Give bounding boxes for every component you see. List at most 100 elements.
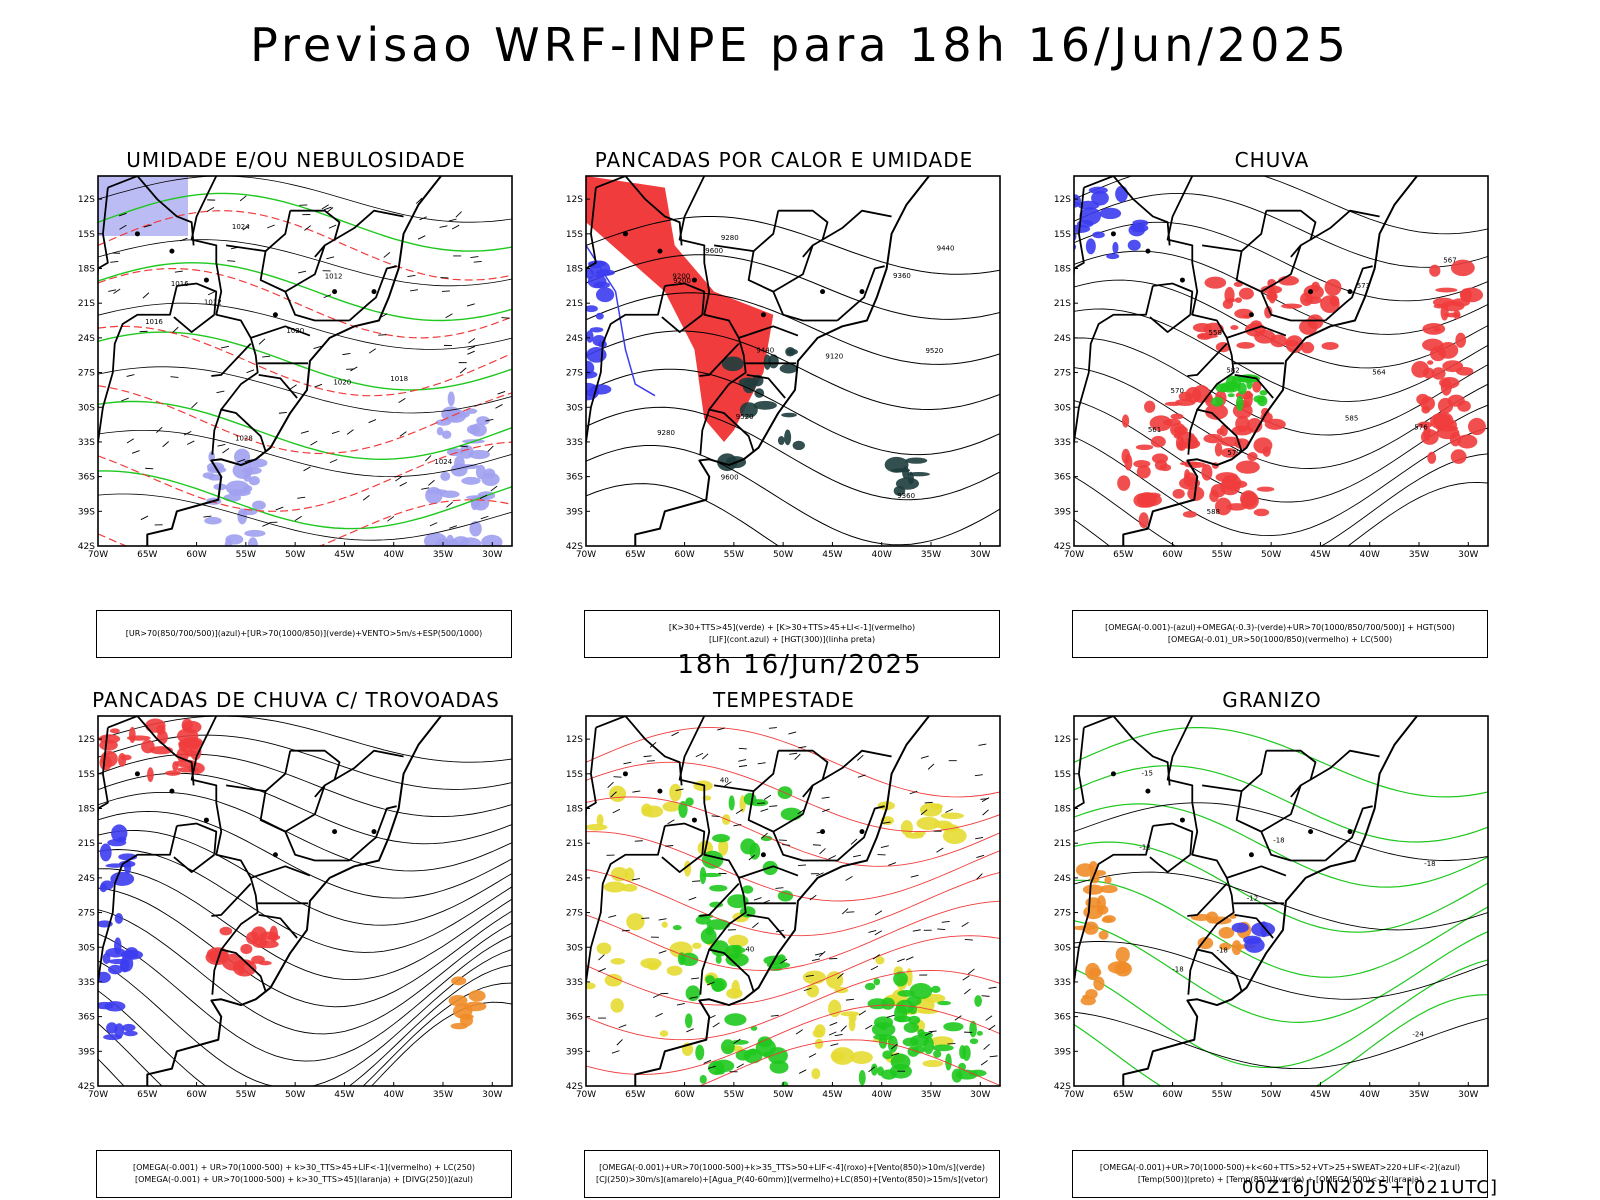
contour-label: -18 [1216, 947, 1227, 955]
rain-area [1121, 448, 1131, 464]
y-tick-label: 30S [566, 943, 583, 953]
lake-marker [371, 829, 377, 835]
lc850-contour [586, 727, 1000, 798]
humidity-high-area [469, 520, 482, 537]
contour-label: 1024 [434, 458, 452, 466]
lif-area [586, 360, 595, 376]
y-tick-label: 36S [1054, 1013, 1071, 1023]
wind-vector [221, 345, 230, 349]
country-border [258, 373, 298, 399]
middle-date: 18h 16/Jun/2025 [677, 650, 923, 680]
wind850-area [672, 925, 682, 931]
rain-area [1204, 403, 1229, 420]
k-tts-area [891, 468, 911, 473]
y-tick-label: 24S [78, 874, 95, 884]
humidity-high-area [466, 424, 481, 435]
jet-area [610, 998, 624, 1013]
rain-area [1260, 412, 1273, 423]
wind-vector [868, 1066, 876, 1073]
coastline [634, 716, 931, 1086]
humidity-high-area [232, 462, 253, 479]
country-border [661, 854, 703, 873]
wind-vector [399, 481, 407, 487]
lake-marker [169, 248, 175, 254]
country-border [836, 265, 885, 322]
lake-marker [134, 231, 140, 237]
wind-vector [733, 1038, 741, 1044]
country-border [714, 210, 780, 253]
wind-vector [368, 419, 377, 424]
wind-vector [676, 1002, 685, 1006]
country-border [211, 949, 223, 995]
wind-vector [769, 805, 778, 807]
country-border [586, 825, 666, 989]
contour-label: 1012 [325, 272, 343, 280]
contour-label: 588 [1207, 508, 1220, 516]
jet-area [718, 838, 729, 856]
rain-area [1204, 276, 1227, 289]
wind-vector [217, 443, 226, 447]
y-tick-label: 15S [78, 770, 95, 780]
rain-area [1260, 285, 1283, 295]
rain-area [1183, 472, 1197, 488]
contour-label: 558 [1209, 329, 1222, 337]
wind-vector [818, 951, 826, 958]
wind-vector [880, 845, 889, 848]
rain-area [1150, 435, 1166, 448]
legend-caption-line: [OMEGA(-0.001) + UR>70(1000-500) + k>30_… [132, 1163, 476, 1172]
jet-area [669, 783, 682, 802]
thickness-contour [98, 325, 512, 397]
wind-vector [834, 1033, 843, 1037]
wind-vector [323, 206, 332, 211]
country-border [98, 727, 109, 810]
wind-vector [789, 752, 798, 755]
omega500-area [1085, 962, 1100, 980]
wind850-area [969, 1038, 979, 1045]
thunderstorm-area [258, 960, 272, 966]
wind-vector [905, 956, 914, 961]
wind-vector [798, 1069, 807, 1074]
divergence-area [104, 1001, 126, 1012]
wind850-area [933, 1050, 942, 1058]
omega-area [1130, 223, 1149, 233]
wind-vector [803, 987, 812, 992]
thunderstorm-area [141, 739, 155, 754]
x-tick-label: 60W [674, 550, 694, 560]
jet-area [905, 968, 913, 987]
divergence-area [118, 860, 136, 868]
wind-vector [858, 1010, 867, 1016]
legend-caption-line: [OMEGA(-0.001)+UR>70(1000-500)+k<60+TTS>… [1099, 1163, 1461, 1172]
wind-vector [794, 753, 801, 761]
divergence-area [108, 958, 130, 965]
wind-vector [809, 894, 817, 901]
k-tts-area [905, 457, 928, 464]
contour-label: 564 [1372, 368, 1386, 376]
wind850-area [955, 1069, 978, 1080]
country-border [211, 409, 223, 455]
wind-vector [874, 930, 882, 936]
temp500-contour [1074, 802, 1488, 861]
jet-area [802, 970, 826, 985]
legend-caption-line: [LIF](cont.azul) + [HGT(300)](linha pret… [708, 635, 876, 644]
omega-area [1112, 241, 1119, 254]
lake-marker [859, 289, 865, 295]
jet-area [603, 881, 627, 893]
y-tick-label: 36S [566, 473, 583, 483]
y-tick-label: 42S [1054, 542, 1071, 552]
k-tts-area [785, 347, 796, 357]
wind-vector [788, 731, 797, 735]
x-tick-label: 70W [1064, 550, 1084, 560]
wind-vector [868, 929, 877, 933]
rain-area [1324, 278, 1342, 296]
pressure-contour [98, 302, 512, 350]
temp850-contour [1074, 994, 1488, 1086]
y-tick-label: 30S [1054, 403, 1071, 413]
rain-area [1427, 360, 1434, 365]
wind-vector [910, 874, 919, 878]
y-tick-label: 12S [566, 735, 583, 745]
y-tick-label: 12S [78, 735, 95, 745]
wind-vector [857, 754, 864, 761]
y-tick-label: 18S [1054, 805, 1071, 815]
x-tick-label: 70W [576, 1090, 596, 1100]
jet-area [624, 867, 635, 882]
